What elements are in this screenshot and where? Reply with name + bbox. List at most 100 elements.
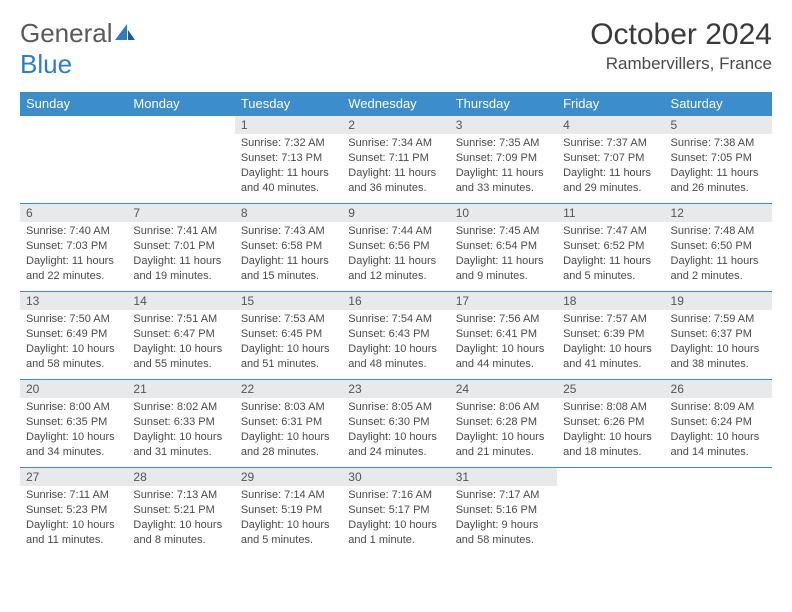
cell-body: Sunrise: 7:13 AMSunset: 5:21 PMDaylight:… bbox=[127, 486, 234, 551]
week-row: 1Sunrise: 7:32 AMSunset: 7:13 PMDaylight… bbox=[20, 116, 772, 204]
week-row: 27Sunrise: 7:11 AMSunset: 5:23 PMDayligh… bbox=[20, 468, 772, 556]
daylight-text: Daylight: 11 hours and 29 minutes. bbox=[563, 166, 658, 196]
day-number: 13 bbox=[20, 292, 127, 310]
sunset-text: Sunset: 6:43 PM bbox=[348, 327, 443, 342]
logo-sail-icon bbox=[113, 22, 137, 42]
sunset-text: Sunset: 6:41 PM bbox=[456, 327, 551, 342]
sunrise-text: Sunrise: 7:17 AM bbox=[456, 488, 551, 503]
daylight-text: Daylight: 10 hours and 34 minutes. bbox=[26, 430, 121, 460]
calendar-cell: 14Sunrise: 7:51 AMSunset: 6:47 PMDayligh… bbox=[127, 292, 234, 380]
sunrise-text: Sunrise: 7:48 AM bbox=[671, 224, 766, 239]
cell-body: Sunrise: 7:53 AMSunset: 6:45 PMDaylight:… bbox=[235, 310, 342, 375]
sunset-text: Sunset: 5:17 PM bbox=[348, 503, 443, 518]
calendar-cell: 24Sunrise: 8:06 AMSunset: 6:28 PMDayligh… bbox=[450, 380, 557, 468]
day-header-sunday: Sunday bbox=[20, 92, 127, 116]
month-title: October 2024 bbox=[590, 18, 772, 52]
sunset-text: Sunset: 6:37 PM bbox=[671, 327, 766, 342]
calendar-cell bbox=[665, 468, 772, 556]
calendar-cell: 29Sunrise: 7:14 AMSunset: 5:19 PMDayligh… bbox=[235, 468, 342, 556]
calendar-cell: 25Sunrise: 8:08 AMSunset: 6:26 PMDayligh… bbox=[557, 380, 664, 468]
daylight-text: Daylight: 11 hours and 19 minutes. bbox=[133, 254, 228, 284]
cell-body: Sunrise: 7:32 AMSunset: 7:13 PMDaylight:… bbox=[235, 134, 342, 199]
sunrise-text: Sunrise: 7:56 AM bbox=[456, 312, 551, 327]
sunrise-text: Sunrise: 7:34 AM bbox=[348, 136, 443, 151]
daylight-text: Daylight: 11 hours and 26 minutes. bbox=[671, 166, 766, 196]
sunrise-text: Sunrise: 8:05 AM bbox=[348, 400, 443, 415]
daylight-text: Daylight: 10 hours and 1 minute. bbox=[348, 518, 443, 548]
cell-body: Sunrise: 7:45 AMSunset: 6:54 PMDaylight:… bbox=[450, 222, 557, 287]
cell-body: Sunrise: 7:56 AMSunset: 6:41 PMDaylight:… bbox=[450, 310, 557, 375]
day-number: 11 bbox=[557, 204, 664, 222]
daylight-text: Daylight: 9 hours and 58 minutes. bbox=[456, 518, 551, 548]
calendar-cell: 23Sunrise: 8:05 AMSunset: 6:30 PMDayligh… bbox=[342, 380, 449, 468]
calendar-cell: 11Sunrise: 7:47 AMSunset: 6:52 PMDayligh… bbox=[557, 204, 664, 292]
sunrise-text: Sunrise: 7:43 AM bbox=[241, 224, 336, 239]
cell-body: Sunrise: 8:03 AMSunset: 6:31 PMDaylight:… bbox=[235, 398, 342, 463]
day-number: 1 bbox=[235, 116, 342, 134]
sunrise-text: Sunrise: 7:32 AM bbox=[241, 136, 336, 151]
calendar-cell: 27Sunrise: 7:11 AMSunset: 5:23 PMDayligh… bbox=[20, 468, 127, 556]
sunset-text: Sunset: 6:33 PM bbox=[133, 415, 228, 430]
sunrise-text: Sunrise: 7:53 AM bbox=[241, 312, 336, 327]
cell-body: Sunrise: 7:17 AMSunset: 5:16 PMDaylight:… bbox=[450, 486, 557, 551]
day-number: 5 bbox=[665, 116, 772, 134]
sunset-text: Sunset: 7:09 PM bbox=[456, 151, 551, 166]
sunset-text: Sunset: 6:49 PM bbox=[26, 327, 121, 342]
cell-body: Sunrise: 8:05 AMSunset: 6:30 PMDaylight:… bbox=[342, 398, 449, 463]
cell-body: Sunrise: 7:47 AMSunset: 6:52 PMDaylight:… bbox=[557, 222, 664, 287]
sunrise-text: Sunrise: 7:11 AM bbox=[26, 488, 121, 503]
day-number: 2 bbox=[342, 116, 449, 134]
sunset-text: Sunset: 6:35 PM bbox=[26, 415, 121, 430]
day-number: 19 bbox=[665, 292, 772, 310]
logo-text: GeneralBlue bbox=[20, 18, 137, 80]
sunset-text: Sunset: 6:47 PM bbox=[133, 327, 228, 342]
daylight-text: Daylight: 11 hours and 5 minutes. bbox=[563, 254, 658, 284]
sunset-text: Sunset: 6:39 PM bbox=[563, 327, 658, 342]
day-header-friday: Friday bbox=[557, 92, 664, 116]
sunset-text: Sunset: 7:05 PM bbox=[671, 151, 766, 166]
daylight-text: Daylight: 10 hours and 31 minutes. bbox=[133, 430, 228, 460]
day-number: 3 bbox=[450, 116, 557, 134]
cell-body: Sunrise: 7:41 AMSunset: 7:01 PMDaylight:… bbox=[127, 222, 234, 287]
calendar-cell: 31Sunrise: 7:17 AMSunset: 5:16 PMDayligh… bbox=[450, 468, 557, 556]
daylight-text: Daylight: 10 hours and 58 minutes. bbox=[26, 342, 121, 372]
sunset-text: Sunset: 7:13 PM bbox=[241, 151, 336, 166]
day-number bbox=[20, 116, 127, 134]
daylight-text: Daylight: 10 hours and 55 minutes. bbox=[133, 342, 228, 372]
sunrise-text: Sunrise: 7:35 AM bbox=[456, 136, 551, 151]
calendar-cell: 6Sunrise: 7:40 AMSunset: 7:03 PMDaylight… bbox=[20, 204, 127, 292]
cell-body: Sunrise: 7:40 AMSunset: 7:03 PMDaylight:… bbox=[20, 222, 127, 287]
sunset-text: Sunset: 6:45 PM bbox=[241, 327, 336, 342]
calendar-cell: 2Sunrise: 7:34 AMSunset: 7:11 PMDaylight… bbox=[342, 116, 449, 204]
day-number: 31 bbox=[450, 468, 557, 486]
daylight-text: Daylight: 10 hours and 38 minutes. bbox=[671, 342, 766, 372]
day-number: 12 bbox=[665, 204, 772, 222]
cell-body: Sunrise: 7:34 AMSunset: 7:11 PMDaylight:… bbox=[342, 134, 449, 199]
daylight-text: Daylight: 11 hours and 40 minutes. bbox=[241, 166, 336, 196]
day-number: 24 bbox=[450, 380, 557, 398]
calendar-cell: 18Sunrise: 7:57 AMSunset: 6:39 PMDayligh… bbox=[557, 292, 664, 380]
cell-body: Sunrise: 8:09 AMSunset: 6:24 PMDaylight:… bbox=[665, 398, 772, 463]
day-number: 27 bbox=[20, 468, 127, 486]
day-number: 18 bbox=[557, 292, 664, 310]
logo: GeneralBlue bbox=[20, 18, 137, 80]
cell-body: Sunrise: 7:59 AMSunset: 6:37 PMDaylight:… bbox=[665, 310, 772, 375]
cell-body: Sunrise: 7:44 AMSunset: 6:56 PMDaylight:… bbox=[342, 222, 449, 287]
calendar-cell: 9Sunrise: 7:44 AMSunset: 6:56 PMDaylight… bbox=[342, 204, 449, 292]
cell-body: Sunrise: 7:50 AMSunset: 6:49 PMDaylight:… bbox=[20, 310, 127, 375]
daylight-text: Daylight: 10 hours and 11 minutes. bbox=[26, 518, 121, 548]
sunrise-text: Sunrise: 7:38 AM bbox=[671, 136, 766, 151]
day-header-wednesday: Wednesday bbox=[342, 92, 449, 116]
week-row: 13Sunrise: 7:50 AMSunset: 6:49 PMDayligh… bbox=[20, 292, 772, 380]
sunrise-text: Sunrise: 7:37 AM bbox=[563, 136, 658, 151]
cell-body: Sunrise: 7:48 AMSunset: 6:50 PMDaylight:… bbox=[665, 222, 772, 287]
daylight-text: Daylight: 10 hours and 44 minutes. bbox=[456, 342, 551, 372]
day-number: 30 bbox=[342, 468, 449, 486]
cell-body: Sunrise: 7:37 AMSunset: 7:07 PMDaylight:… bbox=[557, 134, 664, 199]
day-number: 23 bbox=[342, 380, 449, 398]
calendar-cell bbox=[127, 116, 234, 204]
daylight-text: Daylight: 11 hours and 22 minutes. bbox=[26, 254, 121, 284]
day-number: 16 bbox=[342, 292, 449, 310]
sunset-text: Sunset: 7:01 PM bbox=[133, 239, 228, 254]
calendar-cell: 22Sunrise: 8:03 AMSunset: 6:31 PMDayligh… bbox=[235, 380, 342, 468]
